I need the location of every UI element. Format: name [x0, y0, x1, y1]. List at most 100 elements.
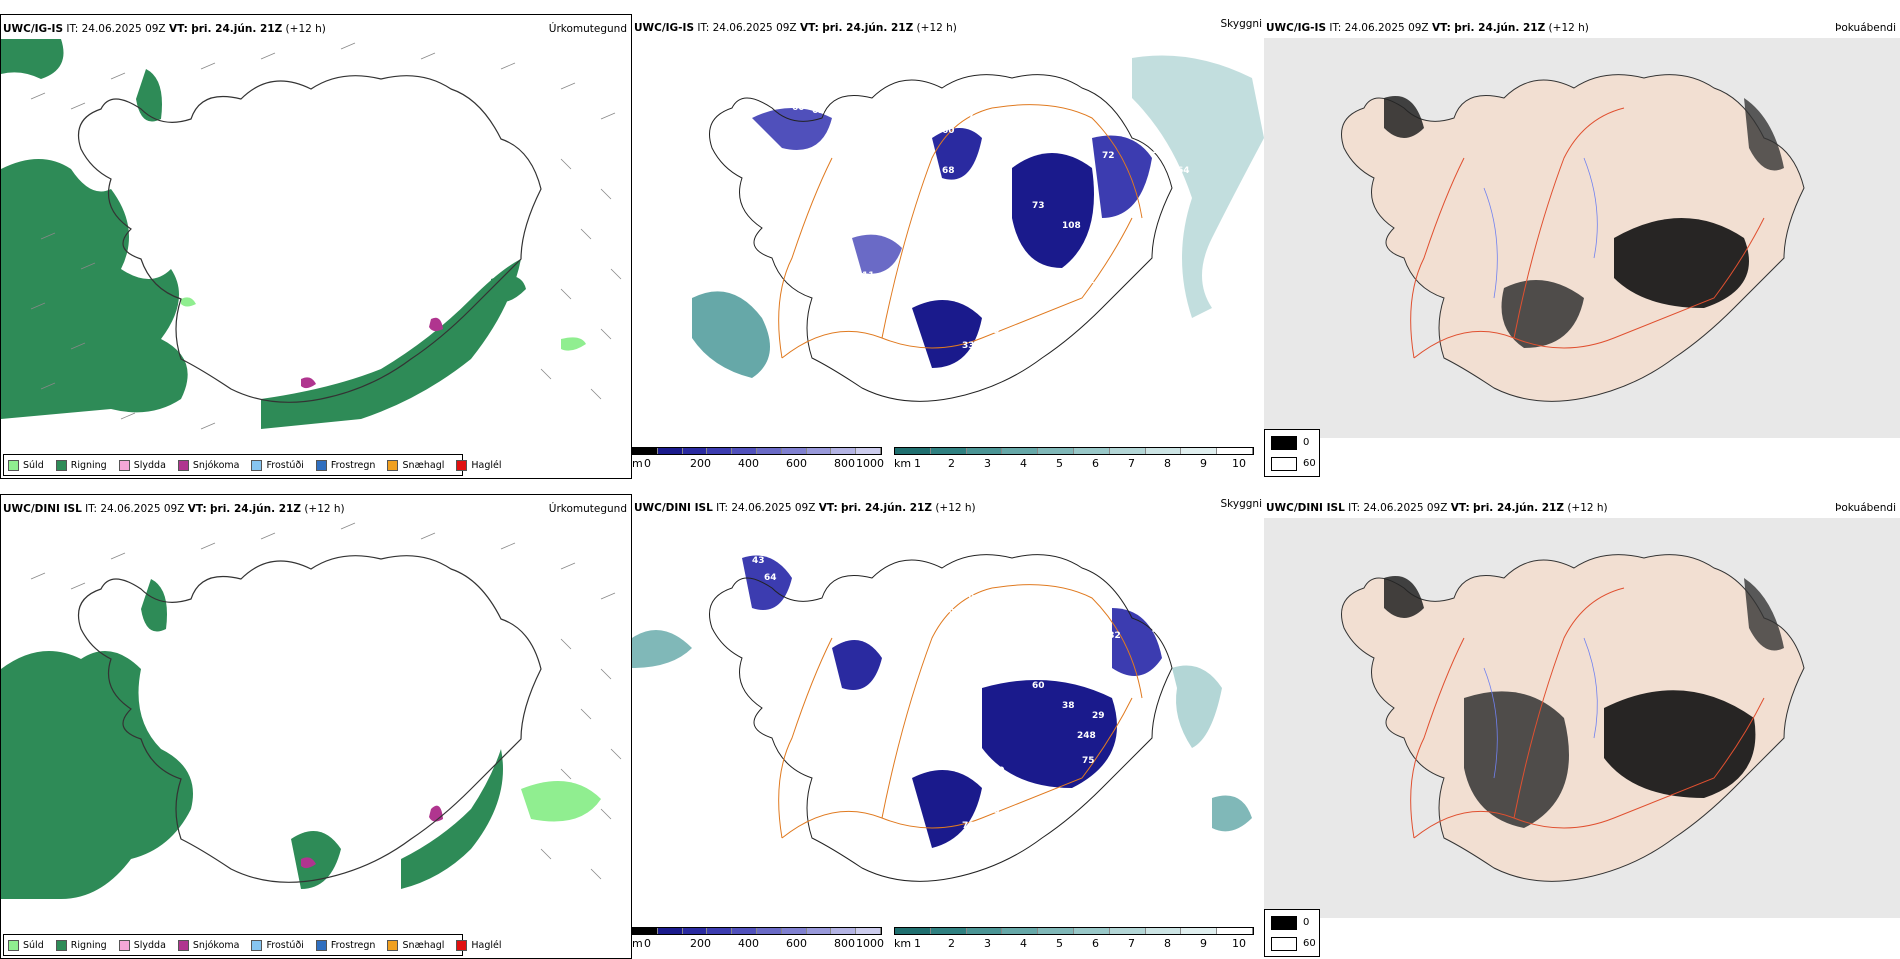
- legend-item: Slydda: [118, 939, 166, 951]
- model-label: UWC/IG-IS: [634, 22, 695, 34]
- cloudbase-colorbar: m 0 200 400 600 800 1000: [632, 447, 892, 473]
- visibility-tick: 5: [1056, 457, 1063, 470]
- legend-item: Rigning: [55, 939, 107, 951]
- fog-panel-bottom: UWC/DINI ISL IT: 24.06.2025 09Z VT: þri.…: [1264, 494, 1900, 959]
- snow-area: [301, 857, 316, 869]
- cloudbase-tick: 600: [786, 457, 807, 470]
- visibility-tick: 7: [1128, 457, 1135, 470]
- cloud-base-label: 96: [727, 601, 740, 611]
- legend-swatch: [118, 459, 130, 471]
- cloud-base-label: 59: [1152, 146, 1165, 156]
- legend-item: Snjókoma: [177, 939, 239, 951]
- legend-item: Haglél: [456, 939, 502, 951]
- cloud-base-label: 66: [942, 606, 955, 616]
- rain-area: [136, 69, 162, 122]
- legend-label: Rigning: [70, 939, 107, 951]
- colorbar-segment: [831, 448, 857, 454]
- cloudbase-colorbar-bar: [632, 927, 882, 935]
- colorbar-segment: [930, 448, 967, 454]
- cloud-base-label: 68: [962, 591, 975, 601]
- cloud-base-label: 35: [912, 241, 925, 251]
- cloudbase-tick: 400: [738, 937, 759, 950]
- colorbar-segment: [1109, 928, 1146, 934]
- fog-area: [1744, 98, 1784, 171]
- colorbar-segment: [1181, 448, 1218, 454]
- visibility-tick: 5: [1056, 937, 1063, 950]
- cloud-base-label: 60: [1112, 576, 1125, 586]
- colorbar-segment: [756, 928, 782, 934]
- visibility-area: [1132, 55, 1264, 318]
- panel-title: Þokuábendi: [1835, 502, 1896, 514]
- cloudbase-tick: 0: [644, 457, 651, 470]
- rain-area: [1, 39, 64, 79]
- cloud-base-label: 52: [932, 661, 945, 671]
- vt-label: VT:: [187, 503, 207, 515]
- it-label: IT:: [66, 23, 79, 35]
- colorbar-segment: [682, 448, 708, 454]
- cloud-base-label: 50: [992, 766, 1005, 776]
- visibility-tick: 2: [948, 457, 955, 470]
- colorbar-segment: [831, 928, 857, 934]
- model-label: UWC/DINI ISL: [3, 503, 82, 515]
- precip-map: [1, 39, 622, 430]
- fog-scale-max: 60: [1303, 938, 1316, 949]
- legend-swatch: [387, 939, 399, 951]
- legend-item: Rigning: [55, 459, 107, 471]
- colorbar-segment: [1002, 448, 1039, 454]
- colorbar-segment: [806, 448, 832, 454]
- model-label: UWC/IG-IS: [3, 23, 64, 35]
- lead-time: (+12 h): [916, 22, 957, 34]
- cloud-panel-top: UWC/IG-IS IT: 24.06.2025 09Z VT: þri. 24…: [632, 14, 1264, 479]
- lead-time: (+12 h): [935, 502, 976, 514]
- cloudbase-tick: 200: [690, 457, 711, 470]
- cloud-base-label: 45: [1132, 591, 1145, 601]
- vt-label: VT:: [799, 22, 819, 34]
- model-label: UWC/DINI ISL: [634, 502, 713, 514]
- fog-panel-top: UWC/IG-IS IT: 24.06.2025 09Z VT: þri. 24…: [1264, 14, 1900, 479]
- fog-scale-swatch-light: [1271, 457, 1297, 471]
- it-label: IT:: [1348, 502, 1361, 514]
- fog-area: [1614, 218, 1749, 308]
- legend-swatch: [8, 939, 19, 951]
- colorbar-segment: [657, 448, 683, 454]
- rain-area: [1, 159, 188, 419]
- lead-time: (+12 h): [304, 503, 345, 515]
- lead-time: (+12 h): [1567, 502, 1608, 514]
- cloud-panel-bottom: UWC/DINI ISL IT: 24.06.2025 09Z VT: þri.…: [632, 494, 1264, 959]
- cloud-base-label: 49: [952, 666, 965, 676]
- legend-label: Haglél: [471, 459, 502, 471]
- it-value: 24.06.2025 09Z: [1344, 22, 1429, 34]
- it-label: IT:: [85, 503, 98, 515]
- it-value: 24.06.2025 09Z: [81, 23, 166, 35]
- cloud-area: [912, 300, 982, 368]
- cloudbase-tick: 200: [690, 937, 711, 950]
- cloud-base-label: 41: [764, 93, 777, 103]
- colorbar-segment: [895, 448, 931, 454]
- vt-value: þri. 24.jún. 21Z: [1473, 502, 1564, 514]
- visibility-colorbar-bar: [894, 447, 1254, 455]
- cloud-base-label: 88: [812, 586, 825, 596]
- precip-type-legend: Súld Rigning Slydda Snjókoma Frostúði Fr…: [3, 934, 502, 956]
- cloud-base-label: 75: [1082, 756, 1095, 766]
- it-label: IT:: [1329, 22, 1342, 34]
- cloud-base-label: 92: [1077, 251, 1090, 261]
- panel-title: Úrkomutegund: [548, 503, 627, 515]
- legend-swatch: [315, 939, 327, 951]
- cloudbase-tick: 0: [644, 937, 651, 950]
- colorbar-segment: [966, 448, 1003, 454]
- snow-area: [301, 377, 316, 389]
- visibility-tick: 3: [984, 457, 991, 470]
- visibility-tick: 8: [1164, 937, 1171, 950]
- legend-label: Frostregn: [330, 939, 376, 951]
- legend-item: Frostúði: [251, 459, 304, 471]
- colorbar-segment: [756, 448, 782, 454]
- fog-scale-swatch-light: [1271, 937, 1297, 951]
- visibility-tick: 10: [1232, 937, 1246, 950]
- panel-title: Skyggni: [1220, 18, 1263, 30]
- legend-item: Súld: [8, 459, 44, 471]
- cloud-area: [912, 770, 982, 848]
- cloud-base-label: 248: [1077, 731, 1096, 741]
- rain-area: [261, 259, 521, 429]
- panel-header: UWC/IG-IS IT: 24.06.2025 09Z VT: þri. 24…: [634, 22, 957, 34]
- wind-barbs: [30, 42, 622, 430]
